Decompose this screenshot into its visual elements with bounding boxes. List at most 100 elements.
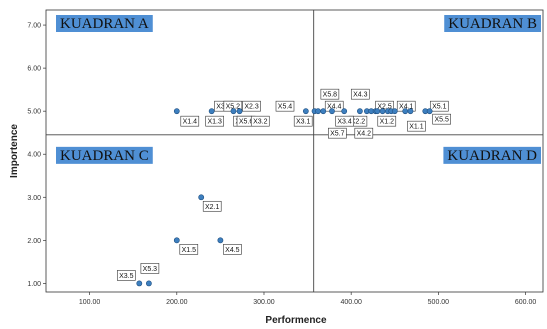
point-label-box bbox=[180, 115, 200, 127]
y-tick-label: 7.00 bbox=[27, 23, 41, 30]
data-point bbox=[173, 237, 180, 244]
quadrant-label-text: KUADRAN D bbox=[447, 148, 537, 164]
point-label: X2.1 bbox=[202, 200, 222, 212]
x-tick-label: 400.00 bbox=[340, 299, 362, 306]
data-point bbox=[198, 194, 205, 201]
point-label-box bbox=[320, 88, 340, 100]
point-label-text: X3.5 bbox=[119, 273, 134, 280]
point-label-text: X5.3 bbox=[143, 266, 158, 273]
axis-ticks: 100.00 200.00 300.00 400.00 500.00 600.00 1.00… bbox=[27, 23, 536, 306]
point-label: X5.8 bbox=[320, 88, 340, 100]
x-tick-label: 500.00 bbox=[428, 299, 450, 306]
point-label-text: X2.5 bbox=[377, 104, 392, 111]
data-point bbox=[320, 108, 327, 115]
quadrant-label-kuadran-b: KUADRAN B bbox=[444, 15, 541, 32]
point-label-text: X2.1 bbox=[205, 204, 220, 211]
point-label-box bbox=[293, 115, 313, 127]
point-label-text: X2.3 bbox=[244, 104, 259, 111]
point-label: X5.4 bbox=[275, 100, 295, 112]
y-tick-label: 6.00 bbox=[27, 66, 41, 73]
quadrant-label-box bbox=[443, 146, 541, 164]
point-label-box bbox=[328, 127, 347, 139]
data-point bbox=[379, 108, 386, 115]
point-label-text: X3.1 bbox=[296, 119, 311, 126]
x-tick-label: 200.00 bbox=[166, 299, 188, 306]
data-point bbox=[236, 108, 243, 115]
quadrant-label-box bbox=[56, 15, 153, 32]
y-tick-label: 4.00 bbox=[27, 152, 41, 159]
point-label-text: X3.2 bbox=[253, 119, 268, 126]
point-label-text: X5.1 bbox=[432, 104, 447, 111]
point-label-text: X1.5 bbox=[182, 247, 197, 254]
point-label: X5.5 bbox=[432, 113, 451, 125]
data-point bbox=[329, 108, 335, 115]
point-label-box bbox=[205, 115, 224, 127]
data-point bbox=[374, 108, 381, 115]
data-point bbox=[145, 280, 152, 287]
point-label-box bbox=[350, 88, 370, 100]
y-tick-label: 1.00 bbox=[27, 281, 41, 288]
y-tick-label: 2.00 bbox=[27, 238, 41, 245]
point-label-box bbox=[407, 120, 426, 132]
point-label-text: X3.3 bbox=[216, 104, 231, 111]
point-label-text: X3.4 bbox=[337, 119, 352, 126]
point-label-box bbox=[275, 100, 295, 112]
data-point bbox=[426, 108, 433, 115]
point-labels: X1.4X1.3X3.3X2.4X5.2X2.3X5.6X3.2X5.4X3.1… bbox=[116, 88, 451, 281]
point-label-text: X1.3 bbox=[207, 119, 222, 126]
point-label: X1.4 bbox=[180, 115, 200, 127]
point-label-box bbox=[179, 244, 199, 255]
point-label: X3.1 bbox=[293, 115, 313, 127]
data-point bbox=[230, 108, 237, 115]
point-label-box bbox=[377, 115, 397, 127]
point-label-box bbox=[140, 263, 160, 274]
point-label-text: X1.1 bbox=[409, 124, 424, 131]
point-label: X1.2 bbox=[377, 115, 397, 127]
point-label-box bbox=[223, 244, 242, 255]
point-label: X4.3 bbox=[350, 88, 370, 100]
quadrant-label-kuadran-d: KUADRAN D bbox=[443, 146, 541, 164]
x-tick-label: 600.00 bbox=[515, 299, 537, 306]
data-points: X1.4X1.3X3.3X2.4X5.2X2.3X5.6X3.2X5.4X3.1… bbox=[116, 88, 451, 287]
point-label-text: X5.6 bbox=[239, 119, 254, 126]
point-label: X1.3 bbox=[205, 115, 224, 127]
point-label: X3.4 bbox=[335, 115, 354, 127]
data-point bbox=[407, 108, 414, 115]
point-markers bbox=[136, 108, 433, 287]
point-label: X5.3 bbox=[140, 263, 160, 274]
point-label-text: X5.4 bbox=[278, 104, 293, 111]
point-label-text: X4.3 bbox=[353, 92, 368, 99]
quadrant-label-text: KUADRAN A bbox=[60, 16, 149, 32]
quadrant-labels: KUADRAN A KUADRAN B KUADRAN C KUADRAN D bbox=[56, 15, 541, 164]
data-point bbox=[315, 108, 321, 115]
data-point bbox=[208, 108, 215, 115]
quadrant-label-box bbox=[56, 146, 153, 164]
point-label-box bbox=[242, 100, 261, 112]
data-point bbox=[341, 108, 348, 115]
data-point bbox=[391, 108, 398, 115]
point-label-box bbox=[116, 270, 136, 281]
point-label-text: X4.5 bbox=[225, 247, 240, 254]
data-point bbox=[136, 280, 143, 287]
quadrant-label-kuadran-a: KUADRAN A bbox=[56, 15, 153, 32]
y-axis-title: Importence bbox=[9, 124, 20, 178]
point-label: X1.5 bbox=[179, 244, 199, 255]
data-point bbox=[173, 108, 180, 115]
point-label-box bbox=[250, 115, 270, 127]
point-label-text: X1.2 bbox=[380, 119, 395, 126]
x-tick-label: 100.00 bbox=[79, 299, 101, 306]
point-label: X3.5 bbox=[116, 270, 136, 281]
point-label: X5.7 bbox=[328, 127, 347, 139]
data-point bbox=[402, 108, 409, 115]
data-point bbox=[356, 108, 363, 115]
point-label: X4.2 bbox=[354, 127, 374, 139]
quadrant-label-box bbox=[444, 15, 541, 32]
point-label-text: X1.4 bbox=[183, 119, 198, 126]
data-point bbox=[217, 237, 224, 244]
quadrant-label-text: KUADRAN B bbox=[448, 16, 537, 32]
point-label-text: X5.7 bbox=[330, 131, 345, 138]
point-label-text: X5.2 bbox=[226, 104, 241, 111]
point-label-text: X4.4 bbox=[327, 104, 342, 111]
point-label-box bbox=[202, 200, 222, 212]
